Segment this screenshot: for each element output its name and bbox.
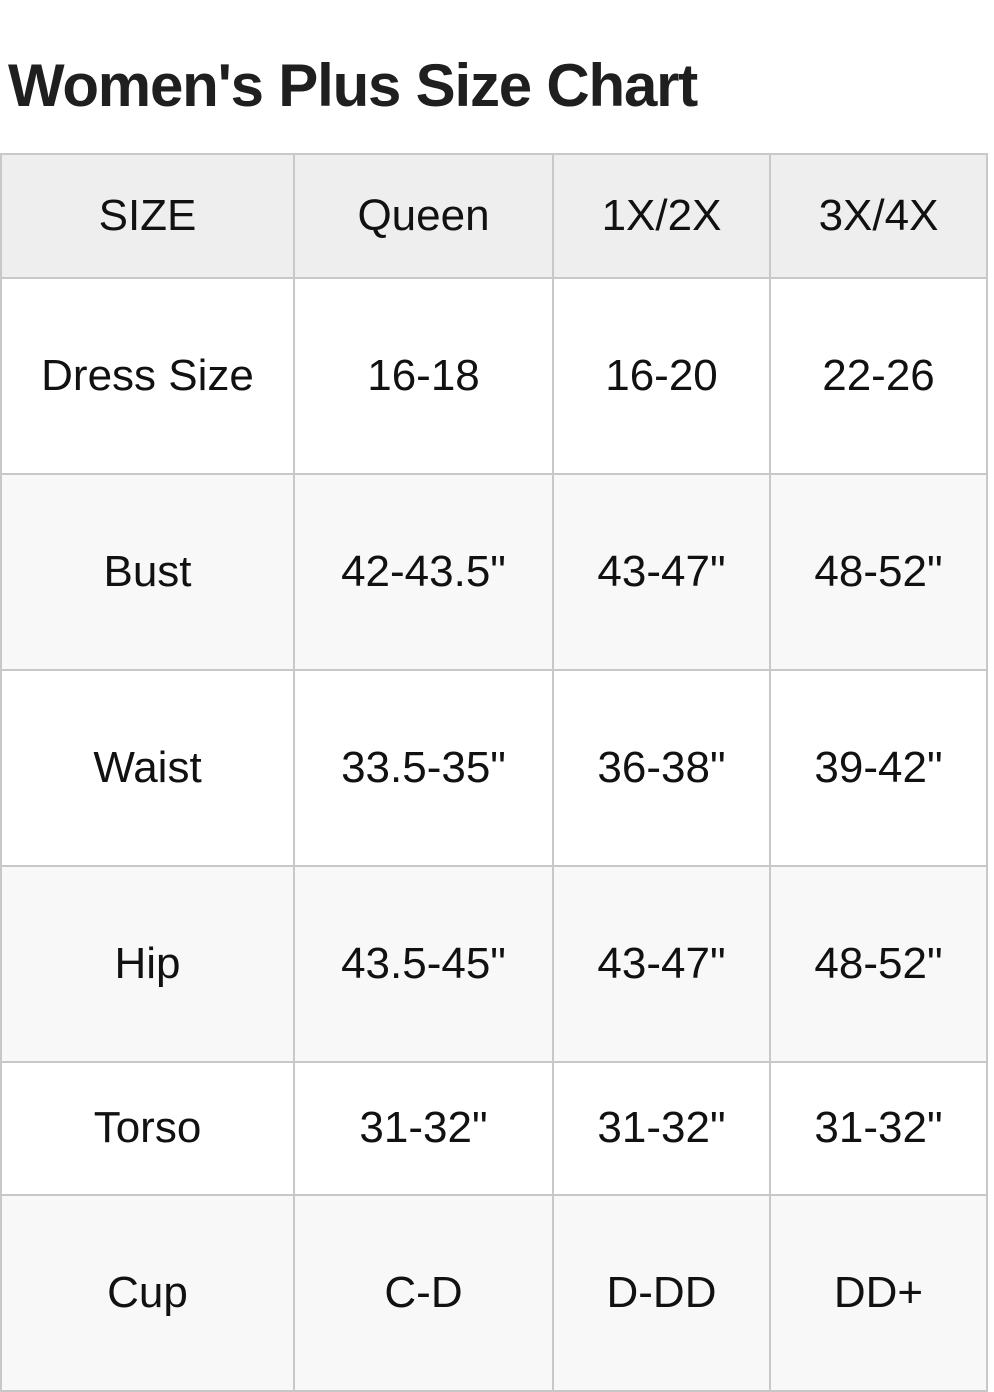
cell-bust-queen: 42-43.5" (293, 473, 554, 671)
table-row: Bust 42-43.5" 43-47" 48-52" (0, 473, 988, 671)
table-row: Torso 31-32" 31-32" 31-32" (0, 1061, 988, 1196)
cell-torso-1x2x: 31-32" (552, 1061, 771, 1196)
column-header-1x2x: 1X/2X (552, 153, 771, 279)
cell-waist-queen: 33.5-35" (293, 669, 554, 867)
column-header-size: SIZE (0, 153, 295, 279)
cell-cup-1x2x: D-DD (552, 1194, 771, 1392)
row-label-bust: Bust (0, 473, 295, 671)
cell-dress-size-3x4x: 22-26 (769, 277, 988, 475)
header-row: SIZE Queen 1X/2X 3X/4X (0, 153, 988, 279)
cell-waist-1x2x: 36-38" (552, 669, 771, 867)
cell-bust-3x4x: 48-52" (769, 473, 988, 671)
table-header: SIZE Queen 1X/2X 3X/4X (0, 153, 988, 279)
cell-bust-1x2x: 43-47" (552, 473, 771, 671)
cell-torso-3x4x: 31-32" (769, 1061, 988, 1196)
column-header-3x4x: 3X/4X (769, 153, 988, 279)
cell-dress-size-1x2x: 16-20 (552, 277, 771, 475)
row-label-hip: Hip (0, 865, 295, 1063)
row-label-dress-size: Dress Size (0, 277, 295, 475)
cell-hip-3x4x: 48-52" (769, 865, 988, 1063)
row-label-cup: Cup (0, 1194, 295, 1392)
size-chart-table: SIZE Queen 1X/2X 3X/4X Dress Size 16-18 … (0, 153, 988, 1392)
table-body: Dress Size 16-18 16-20 22-26 Bust 42-43.… (0, 277, 988, 1392)
table-row: Dress Size 16-18 16-20 22-26 (0, 277, 988, 475)
cell-dress-size-queen: 16-18 (293, 277, 554, 475)
row-label-torso: Torso (0, 1061, 295, 1196)
cell-cup-queen: C-D (293, 1194, 554, 1392)
cell-cup-3x4x: DD+ (769, 1194, 988, 1392)
cell-torso-queen: 31-32" (293, 1061, 554, 1196)
cell-hip-queen: 43.5-45" (293, 865, 554, 1063)
row-label-waist: Waist (0, 669, 295, 867)
table-row: Cup C-D D-DD DD+ (0, 1194, 988, 1392)
page-title: Women's Plus Size Chart (8, 52, 698, 119)
column-header-queen: Queen (293, 153, 554, 279)
size-chart-page: Women's Plus Size Chart SIZE Queen 1X/2X… (0, 52, 988, 1392)
cell-hip-1x2x: 43-47" (552, 865, 771, 1063)
table-row: Hip 43.5-45" 43-47" 48-52" (0, 865, 988, 1063)
cell-waist-3x4x: 39-42" (769, 669, 988, 867)
table-row: Waist 33.5-35" 36-38" 39-42" (0, 669, 988, 867)
